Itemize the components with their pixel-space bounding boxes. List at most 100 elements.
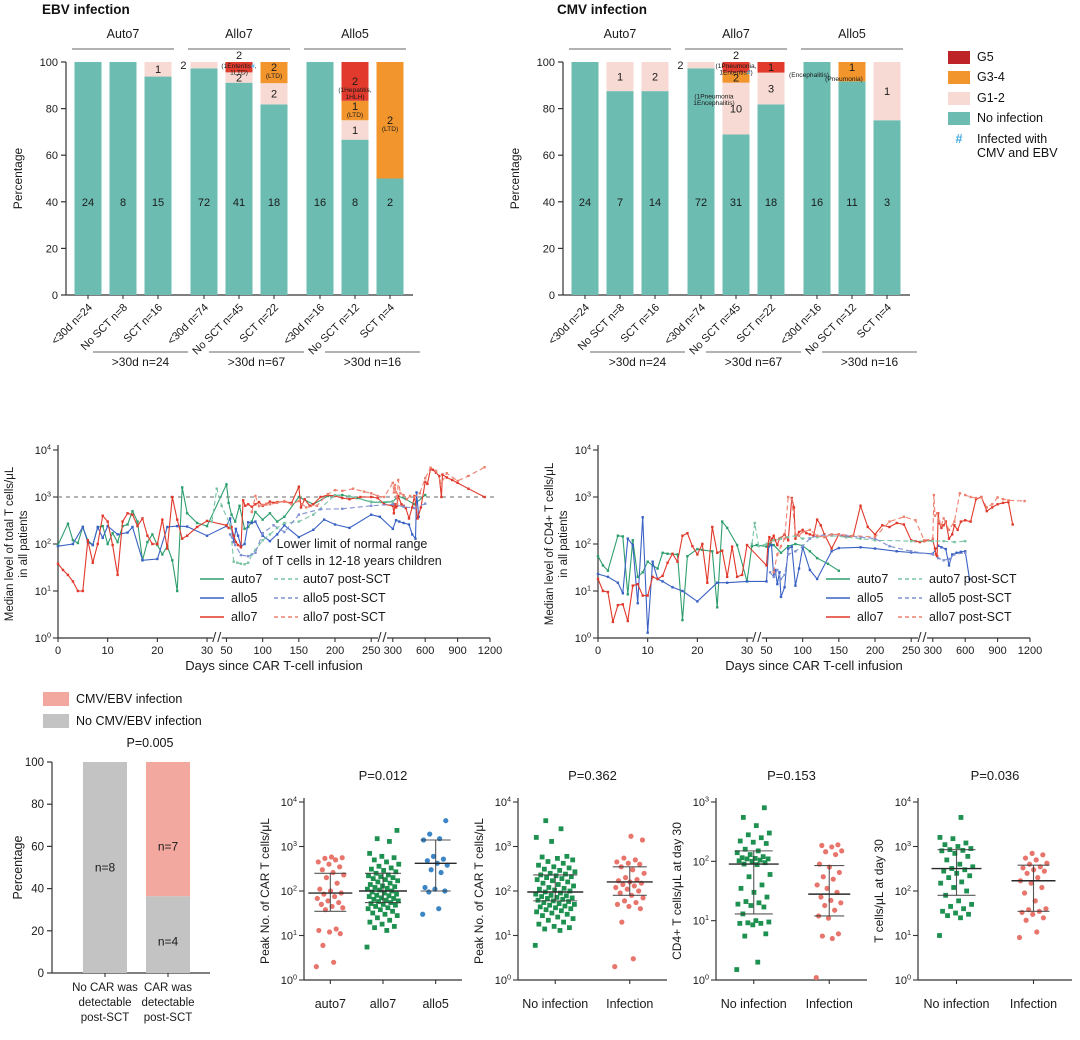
svg-text:Peak No. of CAR T cells/μL: Peak No. of CAR T cells/μL — [472, 818, 486, 964]
svg-text:100: 100 — [25, 757, 44, 769]
bar-segment-none — [687, 68, 715, 295]
bar-segment-g5 — [722, 62, 750, 73]
svg-text:1200: 1200 — [1018, 645, 1042, 657]
hash-label-line1: Infected with — [977, 131, 1048, 146]
svg-text:2: 2 — [652, 71, 658, 83]
series-allo7-post-SCT — [250, 466, 486, 514]
svg-text:20: 20 — [543, 243, 555, 255]
svg-text:10: 10 — [102, 645, 114, 657]
svg-text:n=4: n=4 — [158, 934, 179, 948]
svg-text:1: 1 — [155, 64, 161, 76]
cd4-t-cells-line-chart: 100 101 102 103 104 0 10 20 30 50 100 150 200 250 300 6… — [544, 442, 1042, 673]
svg-text:102: 102 — [895, 883, 911, 898]
svg-text:allo7 post-SCT: allo7 post-SCT — [929, 610, 1012, 624]
svg-text:Days since CAR T-cell infusion: Days since CAR T-cell infusion — [725, 658, 903, 673]
svg-text:60: 60 — [46, 150, 58, 162]
bar-segment-g12 — [641, 62, 669, 92]
svg-text:allo7: allo7 — [370, 997, 396, 1011]
svg-text:20: 20 — [151, 645, 163, 657]
peak-car-t-by-infection-scatter: 100 101 102 103 104 Peak No. of CAR T cells/μ… — [472, 768, 667, 1011]
svg-text:80: 80 — [46, 104, 58, 116]
svg-text:10: 10 — [642, 645, 654, 657]
svg-text:20: 20 — [46, 243, 58, 255]
svg-text:20: 20 — [31, 926, 44, 938]
svg-text:0: 0 — [595, 645, 601, 657]
svg-text:detectable: detectable — [78, 997, 131, 1009]
svg-text:in all patients: in all patients — [558, 510, 570, 577]
svg-text:50: 50 — [760, 645, 772, 657]
bar-segment-none — [873, 120, 901, 295]
bar-segment-none — [109, 62, 137, 295]
svg-text:80: 80 — [31, 799, 44, 811]
svg-text:101: 101 — [281, 928, 297, 943]
svg-text:8: 8 — [120, 197, 126, 209]
svg-text:100: 100 — [35, 630, 51, 645]
svg-text:2: 2 — [180, 60, 186, 72]
svg-text:Lower limit of normal range: Lower limit of normal range — [277, 537, 428, 551]
svg-text:allo5 post-SCT: allo5 post-SCT — [929, 591, 1012, 605]
ebv-panel-title: EBV infection — [42, 2, 130, 17]
svg-text:250: 250 — [902, 645, 920, 657]
bar-segment-none — [838, 81, 866, 296]
svg-text:100: 100 — [40, 57, 58, 69]
bar-segment-none — [74, 62, 102, 295]
series-auto7-post-SCT — [210, 487, 394, 566]
svg-text:200: 200 — [326, 645, 344, 657]
svg-text:104: 104 — [281, 794, 297, 809]
series-auto7-post-SCT — [750, 521, 967, 548]
svg-text:11: 11 — [846, 197, 857, 209]
svg-text:(1Pneumonia: (1Pneumonia — [694, 93, 734, 100]
svg-text:103: 103 — [35, 489, 51, 504]
svg-text:P=0.362: P=0.362 — [568, 768, 617, 783]
svg-text:allo7 post-SCT: allo7 post-SCT — [303, 610, 386, 624]
svg-text:101: 101 — [495, 928, 511, 943]
series-allo7-post-SCT — [772, 492, 1026, 574]
bar-segment-g5 — [225, 62, 253, 73]
svg-text:detectable: detectable — [141, 997, 194, 1009]
bar-segment-none — [260, 104, 288, 295]
svg-text:Infection: Infection — [806, 997, 853, 1011]
svg-text:1: 1 — [768, 62, 774, 74]
svg-text:3: 3 — [768, 83, 774, 95]
svg-text:(Pneumonia): (Pneumonia) — [825, 76, 863, 83]
svg-text:101: 101 — [35, 583, 51, 598]
svg-text:(1Hepatitis,: (1Hepatitis, — [338, 87, 372, 94]
svg-text:72: 72 — [695, 197, 707, 209]
svg-text:100: 100 — [575, 630, 591, 645]
svg-text:60: 60 — [31, 841, 44, 853]
svg-text:1LTD): 1LTD) — [230, 70, 248, 77]
svg-text:No infection: No infection — [923, 997, 989, 1011]
cmv-ebv-infection-label: CMV/EBV infection — [76, 692, 183, 706]
g34-swatch — [948, 71, 970, 85]
svg-text:P=0.153: P=0.153 — [767, 768, 816, 783]
bar-segment-g12 — [757, 72, 785, 105]
svg-text:1: 1 — [617, 71, 623, 83]
svg-text:(1Pneumonia,: (1Pneumonia, — [715, 63, 756, 70]
svg-text:(Encephalitis): (Encephalitis) — [789, 72, 829, 79]
bar-segment-none — [225, 82, 253, 295]
bar-segment-none — [144, 76, 172, 295]
bar-segment-g12 — [722, 82, 750, 135]
svg-text:1200: 1200 — [478, 645, 502, 657]
svg-text:Peak No. of CAR T cells/μL: Peak No. of CAR T cells/μL — [258, 818, 272, 964]
svg-text:allo5: allo5 — [422, 997, 448, 1011]
bar-segment-g12 — [341, 120, 369, 140]
series-allo7 — [56, 467, 486, 593]
bar-segment-none — [190, 68, 218, 295]
bar-segment-g12 — [606, 62, 634, 92]
svg-text:31: 31 — [730, 197, 742, 209]
svg-text:103: 103 — [495, 839, 511, 854]
svg-text:No CAR was: No CAR was — [72, 982, 138, 994]
svg-text:Infection: Infection — [606, 997, 653, 1011]
svg-text:CD4+ T cells/μL at day 30: CD4+ T cells/μL at day 30 — [670, 822, 684, 960]
svg-text:2: 2 — [387, 115, 393, 127]
svg-text:(LTD): (LTD) — [347, 112, 363, 119]
svg-text:103: 103 — [693, 794, 709, 809]
svg-text:300: 300 — [924, 645, 942, 657]
svg-text:n=7: n=7 — [158, 839, 179, 853]
svg-text:18: 18 — [268, 197, 280, 209]
svg-text:0: 0 — [52, 290, 58, 302]
svg-text:900: 900 — [448, 645, 466, 657]
